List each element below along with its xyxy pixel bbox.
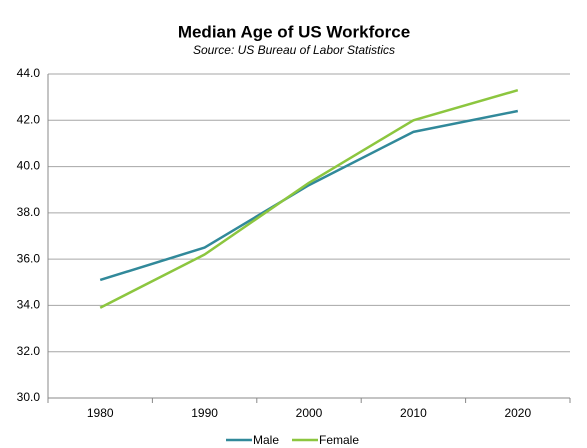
x-tick-label: 1980	[87, 406, 114, 420]
x-tick-label: 2010	[400, 406, 427, 420]
y-tick-label: 38.0	[17, 205, 41, 219]
chart-subtitle: Source: US Bureau of Labor Statistics	[193, 43, 395, 57]
y-tick-label: 36.0	[17, 251, 41, 265]
y-tick-label: 34.0	[17, 298, 41, 312]
legend-label: Female	[319, 433, 359, 447]
y-tick-label: 42.0	[17, 112, 41, 126]
line-series	[99, 109, 519, 282]
chart-title: Median Age of US Workforce	[178, 22, 410, 41]
line-series	[99, 88, 519, 309]
y-tick-label: 40.0	[17, 159, 41, 173]
x-tick-label: 2000	[296, 406, 323, 420]
x-tick-label: 1990	[191, 406, 218, 420]
y-tick-label: 30.0	[17, 390, 41, 404]
y-tick-label: 44.0	[17, 66, 41, 80]
legend-label: Male	[253, 433, 279, 447]
x-tick-label: 2020	[504, 406, 531, 420]
y-tick-label: 32.0	[17, 344, 41, 358]
